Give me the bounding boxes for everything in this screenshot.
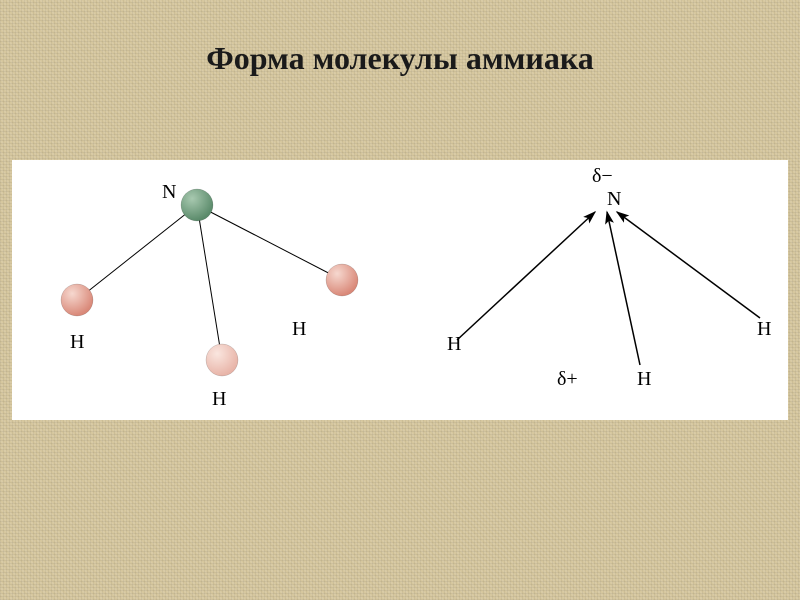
label-H2: H: [637, 368, 651, 390]
label-H3: H: [757, 318, 771, 340]
atom-label-H2: H: [212, 388, 226, 410]
atom-H1: [61, 284, 93, 316]
slide-title: Форма молекулы аммиака: [0, 40, 800, 77]
dipole-arrow-0: [457, 212, 595, 340]
ball-stick-molecule: N H H H: [61, 181, 358, 410]
diagram-panel: N H H H Nδ− H H Hδ+: [12, 160, 788, 420]
atom-N: [181, 189, 213, 221]
label-delta_minus: δ−: [592, 165, 613, 187]
atom-H3: [326, 264, 358, 296]
dipole-molecule: Nδ− H H Hδ+: [447, 165, 771, 390]
atom-H2: [206, 344, 238, 376]
label-N: N: [607, 188, 621, 210]
label-H1: H: [447, 333, 461, 355]
dipole-arrow-1: [607, 212, 640, 365]
atom-label-N: N: [162, 181, 176, 203]
atom-label-H3: H: [292, 318, 306, 340]
dipole-arrow-2: [617, 212, 760, 318]
atom-label-H1: H: [70, 331, 84, 353]
molecule-diagrams: N H H H Nδ− H H Hδ+: [12, 160, 788, 420]
label-delta_plus: δ+: [557, 368, 578, 390]
